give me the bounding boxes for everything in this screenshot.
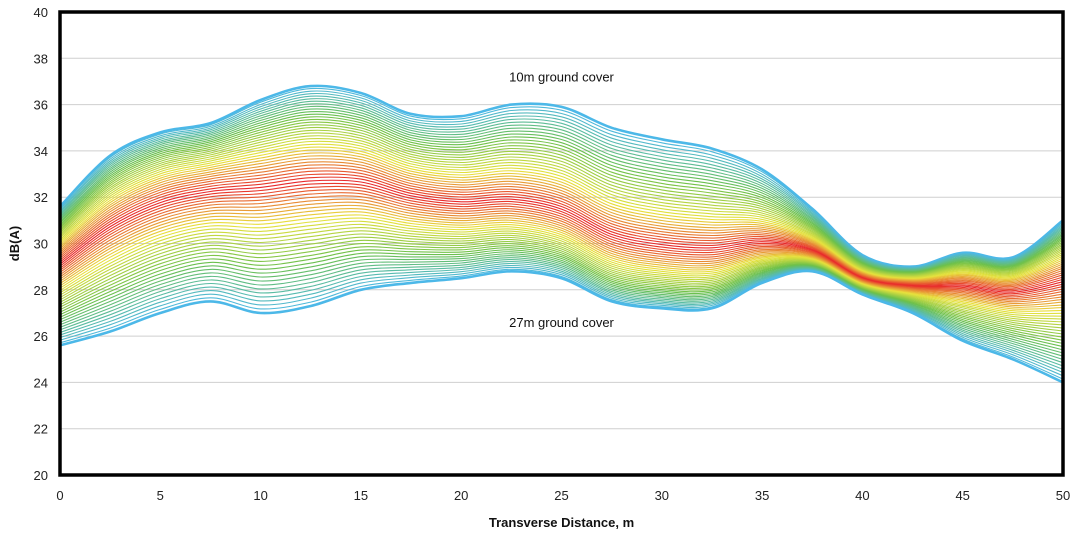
x-tick-label: 30 — [655, 488, 669, 503]
series-line — [59, 251, 1064, 351]
series-line — [59, 201, 1064, 305]
series-line — [59, 257, 1064, 361]
x-tick-label: 10 — [253, 488, 267, 503]
x-tick-label: 50 — [1056, 488, 1070, 503]
series-line — [59, 176, 1064, 292]
series-line — [59, 214, 1064, 312]
series-line — [59, 158, 1064, 284]
series-line — [59, 249, 1064, 348]
series-line — [59, 227, 1064, 323]
x-tick-label: 35 — [755, 488, 769, 503]
series-line — [59, 152, 1064, 282]
series-line — [59, 185, 1064, 296]
series-line — [59, 236, 1064, 332]
series-line — [59, 208, 1064, 308]
series-line — [59, 135, 1064, 278]
x-tick-label: 40 — [855, 488, 869, 503]
series-line — [59, 195, 1064, 301]
x-tick-label: 45 — [955, 488, 969, 503]
y-tick-label: 38 — [34, 51, 48, 66]
x-axis-ticks: 0 5 10 15 20 25 30 35 40 45 50 — [56, 488, 1070, 503]
series-line — [59, 253, 1064, 354]
series-line — [59, 223, 1064, 320]
y-tick-label: 32 — [34, 190, 48, 205]
series-line — [59, 266, 1064, 377]
y-axis-ticks: 20 22 24 26 28 30 32 34 36 38 40 — [34, 5, 48, 483]
y-tick-label: 26 — [34, 329, 48, 344]
series-line — [59, 164, 1064, 286]
x-tick-label: 20 — [454, 488, 468, 503]
series-lines — [59, 84, 1064, 384]
y-tick-label: 34 — [34, 144, 48, 159]
series-line — [59, 247, 1064, 345]
y-tick-label: 36 — [34, 98, 48, 113]
series-line — [59, 269, 1064, 384]
series-line — [59, 192, 1064, 300]
annotation-10m: 10m ground cover — [509, 69, 614, 84]
series-line — [59, 245, 1064, 341]
x-axis-title: Transverse Distance, m — [489, 515, 634, 530]
series-line — [59, 137, 1064, 278]
y-tick-label: 40 — [34, 5, 48, 20]
x-tick-label: 0 — [56, 488, 63, 503]
series-line — [59, 264, 1064, 374]
y-tick-label: 24 — [34, 375, 48, 390]
series-line — [59, 233, 1064, 329]
series-line — [59, 230, 1064, 326]
series-line — [59, 189, 1064, 298]
series-line — [59, 259, 1064, 364]
series-line — [59, 87, 1064, 268]
series-line — [59, 129, 1064, 276]
series-line — [59, 262, 1064, 370]
plot-frame — [58, 10, 1065, 477]
annotation-27m: 27m ground cover — [509, 315, 614, 330]
series-line — [59, 239, 1064, 335]
series-line — [59, 149, 1064, 280]
y-tick-label: 28 — [34, 283, 48, 298]
series-line — [59, 204, 1064, 306]
series-line — [59, 217, 1064, 315]
series-line — [59, 182, 1064, 295]
series-line — [59, 170, 1064, 289]
y-axis-title: dB(A) — [7, 226, 22, 261]
y-tick-label: 22 — [34, 422, 48, 437]
series-line — [59, 211, 1064, 310]
series-line — [59, 242, 1064, 338]
y-tick-label: 30 — [34, 237, 48, 252]
series-line — [59, 220, 1064, 317]
series-line — [59, 261, 1064, 367]
y-tick-label: 20 — [34, 468, 48, 483]
x-tick-label: 5 — [157, 488, 164, 503]
x-tick-label: 25 — [554, 488, 568, 503]
x-tick-label: 15 — [354, 488, 368, 503]
series-line — [59, 179, 1064, 293]
series-line — [59, 198, 1064, 303]
series-line — [59, 255, 1064, 357]
